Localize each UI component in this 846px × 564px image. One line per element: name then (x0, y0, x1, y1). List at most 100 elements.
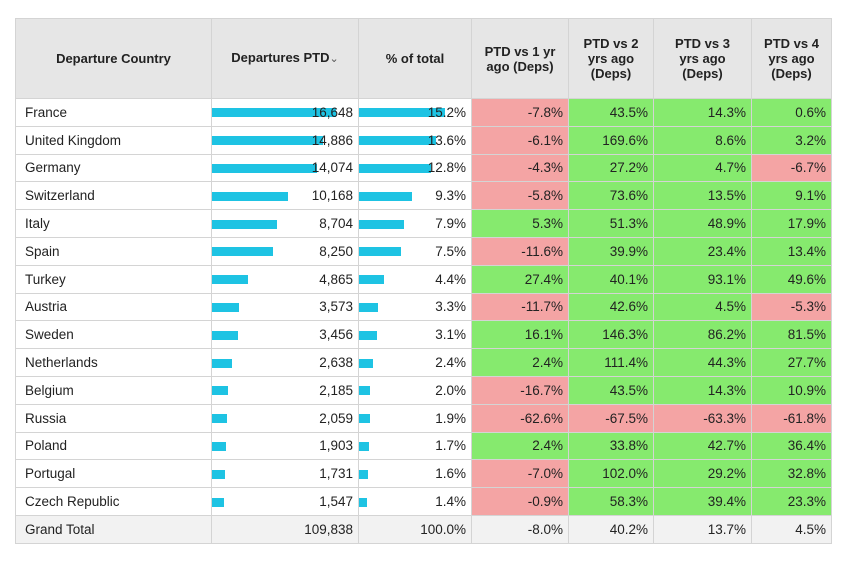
country-cell: Germany (15, 153, 212, 183)
country-cell: Italy (15, 209, 212, 238)
vs-1yr-cell: 2.4% (471, 348, 569, 377)
header-vs-1yr[interactable]: PTD vs 1 yr ago (Deps) (471, 18, 569, 99)
country-cell: Switzerland (15, 181, 212, 211)
country-cell: Netherlands (15, 348, 212, 377)
header-departures[interactable]: Departures PTD⌄ (211, 18, 359, 99)
header-share[interactable]: % of total (358, 18, 472, 99)
table-row[interactable]: Switzerland 10,168 9.3% -5.8% 73.6% 13.5% 9.1% (15, 181, 832, 211)
vs-2yr-cell: 58.3% (568, 487, 654, 516)
table-row[interactable]: Italy 8,704 7.9% 5.3% 51.3% 48.9% 17.9% (15, 209, 832, 238)
vs-1yr-cell: -16.7% (471, 375, 569, 405)
departures-value: 3,456 (319, 327, 353, 343)
departures-cell: 2,185 (211, 375, 359, 405)
departures-cell: 14,886 (211, 125, 359, 155)
share-bar (359, 191, 412, 201)
share-bar (359, 219, 404, 229)
vs-3yr-cell: 39.4% (653, 487, 752, 516)
header-vs-3yr[interactable]: PTD vs 3 yrs ago (Deps) (653, 18, 752, 99)
vs-4yr-cell: 10.9% (751, 375, 832, 405)
vs-4yr-cell: -5.3% (751, 292, 832, 322)
vs-1yr-cell: 16.1% (471, 320, 569, 350)
vs-3yr-cell: 4.5% (653, 292, 752, 322)
vs-2yr-cell: 51.3% (568, 209, 654, 238)
header-vs-4yr[interactable]: PTD vs 4 yrs ago (Deps) (751, 18, 832, 99)
share-value: 7.5% (435, 243, 466, 259)
header-vs-2yr[interactable]: PTD vs 2 yrs ago (Deps) (568, 18, 654, 99)
table-row[interactable]: Sweden 3,456 3.1% 16.1% 146.3% 86.2% 81.5% (15, 320, 832, 350)
vs-3yr-cell: 8.6% (653, 125, 752, 155)
table-row[interactable]: Portugal 1,731 1.6% -7.0% 102.0% 29.2% 32.8% (15, 459, 832, 489)
header-country[interactable]: Departure Country (15, 18, 212, 99)
share-bar (359, 108, 445, 118)
table-row[interactable]: Spain 8,250 7.5% -11.6% 39.9% 23.4% 13.4% (15, 236, 832, 266)
vs-2yr-cell: 42.6% (568, 292, 654, 322)
departures-bar (212, 386, 229, 396)
country-cell: United Kingdom (15, 125, 212, 155)
total-vs1: -8.0% (471, 514, 569, 544)
departures-bar (212, 108, 336, 118)
departures-value: 2,638 (319, 355, 353, 371)
departures-cell: 2,638 (211, 348, 359, 377)
table-row[interactable]: France 16,648 15.2% -7.8% 43.5% 14.3% 0.6% (15, 98, 832, 127)
vs-2yr-cell: 146.3% (568, 320, 654, 350)
departures-bar (212, 358, 232, 368)
departures-bar (212, 275, 249, 285)
vs-4yr-cell: 23.3% (751, 487, 832, 516)
departures-cell: 3,456 (211, 320, 359, 350)
share-cell: 1.7% (358, 431, 472, 461)
table-row[interactable]: Germany 14,074 12.8% -4.3% 27.2% 4.7% -6.7% (15, 153, 832, 183)
table-row[interactable]: Belgium 2,185 2.0% -16.7% 43.5% 14.3% 10.9% (15, 375, 832, 405)
departures-cell: 2,059 (211, 403, 359, 433)
country-cell: Poland (15, 431, 212, 461)
departures-bar (212, 163, 317, 173)
share-cell: 7.5% (358, 236, 472, 266)
share-bar (359, 163, 432, 173)
table-row[interactable]: Russia 2,059 1.9% -62.6% -67.5% -63.3% -61.8% (15, 403, 832, 433)
table-row[interactable]: Poland 1,903 1.7% 2.4% 33.8% 42.7% 36.4% (15, 431, 832, 461)
country-cell: Belgium (15, 375, 212, 405)
table-row[interactable]: Turkey 4,865 4.4% 27.4% 40.1% 93.1% 49.6% (15, 264, 832, 294)
share-value: 1.6% (435, 466, 466, 482)
departures-bar (212, 414, 228, 424)
country-cell: Turkey (15, 264, 212, 294)
country-cell: France (15, 98, 212, 127)
share-cell: 4.4% (358, 264, 472, 294)
vs-1yr-cell: -6.1% (471, 125, 569, 155)
vs-3yr-cell: -63.3% (653, 403, 752, 433)
vs-2yr-cell: -67.5% (568, 403, 654, 433)
share-cell: 13.6% (358, 125, 472, 155)
share-cell: 3.3% (358, 292, 472, 322)
departures-bar (212, 497, 224, 507)
table-row[interactable]: Netherlands 2,638 2.4% 2.4% 111.4% 44.3% 27.7% (15, 348, 832, 377)
total-departures: 109,838 (211, 514, 359, 544)
table-body: France 16,648 15.2% -7.8% 43.5% 14.3% 0.6% Unit… (15, 98, 832, 544)
departures-value: 10,168 (311, 188, 353, 204)
departures-value: 14,886 (311, 132, 353, 148)
departures-bar (212, 441, 227, 451)
vs-1yr-cell: -11.7% (471, 292, 569, 322)
share-value: 12.8% (427, 160, 466, 176)
vs-2yr-cell: 73.6% (568, 181, 654, 211)
table-row[interactable]: Austria 3,573 3.3% -11.7% 42.6% 4.5% -5.3% (15, 292, 832, 322)
vs-3yr-cell: 44.3% (653, 348, 752, 377)
departures-bar (212, 247, 274, 257)
vs-1yr-cell: -7.0% (471, 459, 569, 489)
country-cell: Portugal (15, 459, 212, 489)
vs-4yr-cell: 32.8% (751, 459, 832, 489)
departures-cell: 1,903 (211, 431, 359, 461)
vs-2yr-cell: 40.1% (568, 264, 654, 294)
vs-2yr-cell: 27.2% (568, 153, 654, 183)
departures-bar (212, 302, 239, 312)
share-cell: 7.9% (358, 209, 472, 238)
sort-icon[interactable]: ⌄ (329, 53, 339, 65)
share-bar (359, 358, 373, 368)
vs-4yr-cell: -6.7% (751, 153, 832, 183)
share-value: 13.6% (427, 132, 466, 148)
vs-2yr-cell: 39.9% (568, 236, 654, 266)
table-row[interactable]: Czech Republic 1,547 1.4% -0.9% 58.3% 39.4% 23… (15, 487, 832, 516)
share-value: 1.4% (435, 494, 466, 510)
share-bar (359, 330, 377, 340)
departures-bar (212, 219, 277, 229)
table-row[interactable]: United Kingdom 14,886 13.6% -6.1% 169.6% 8.6%… (15, 125, 832, 155)
vs-2yr-cell: 169.6% (568, 125, 654, 155)
